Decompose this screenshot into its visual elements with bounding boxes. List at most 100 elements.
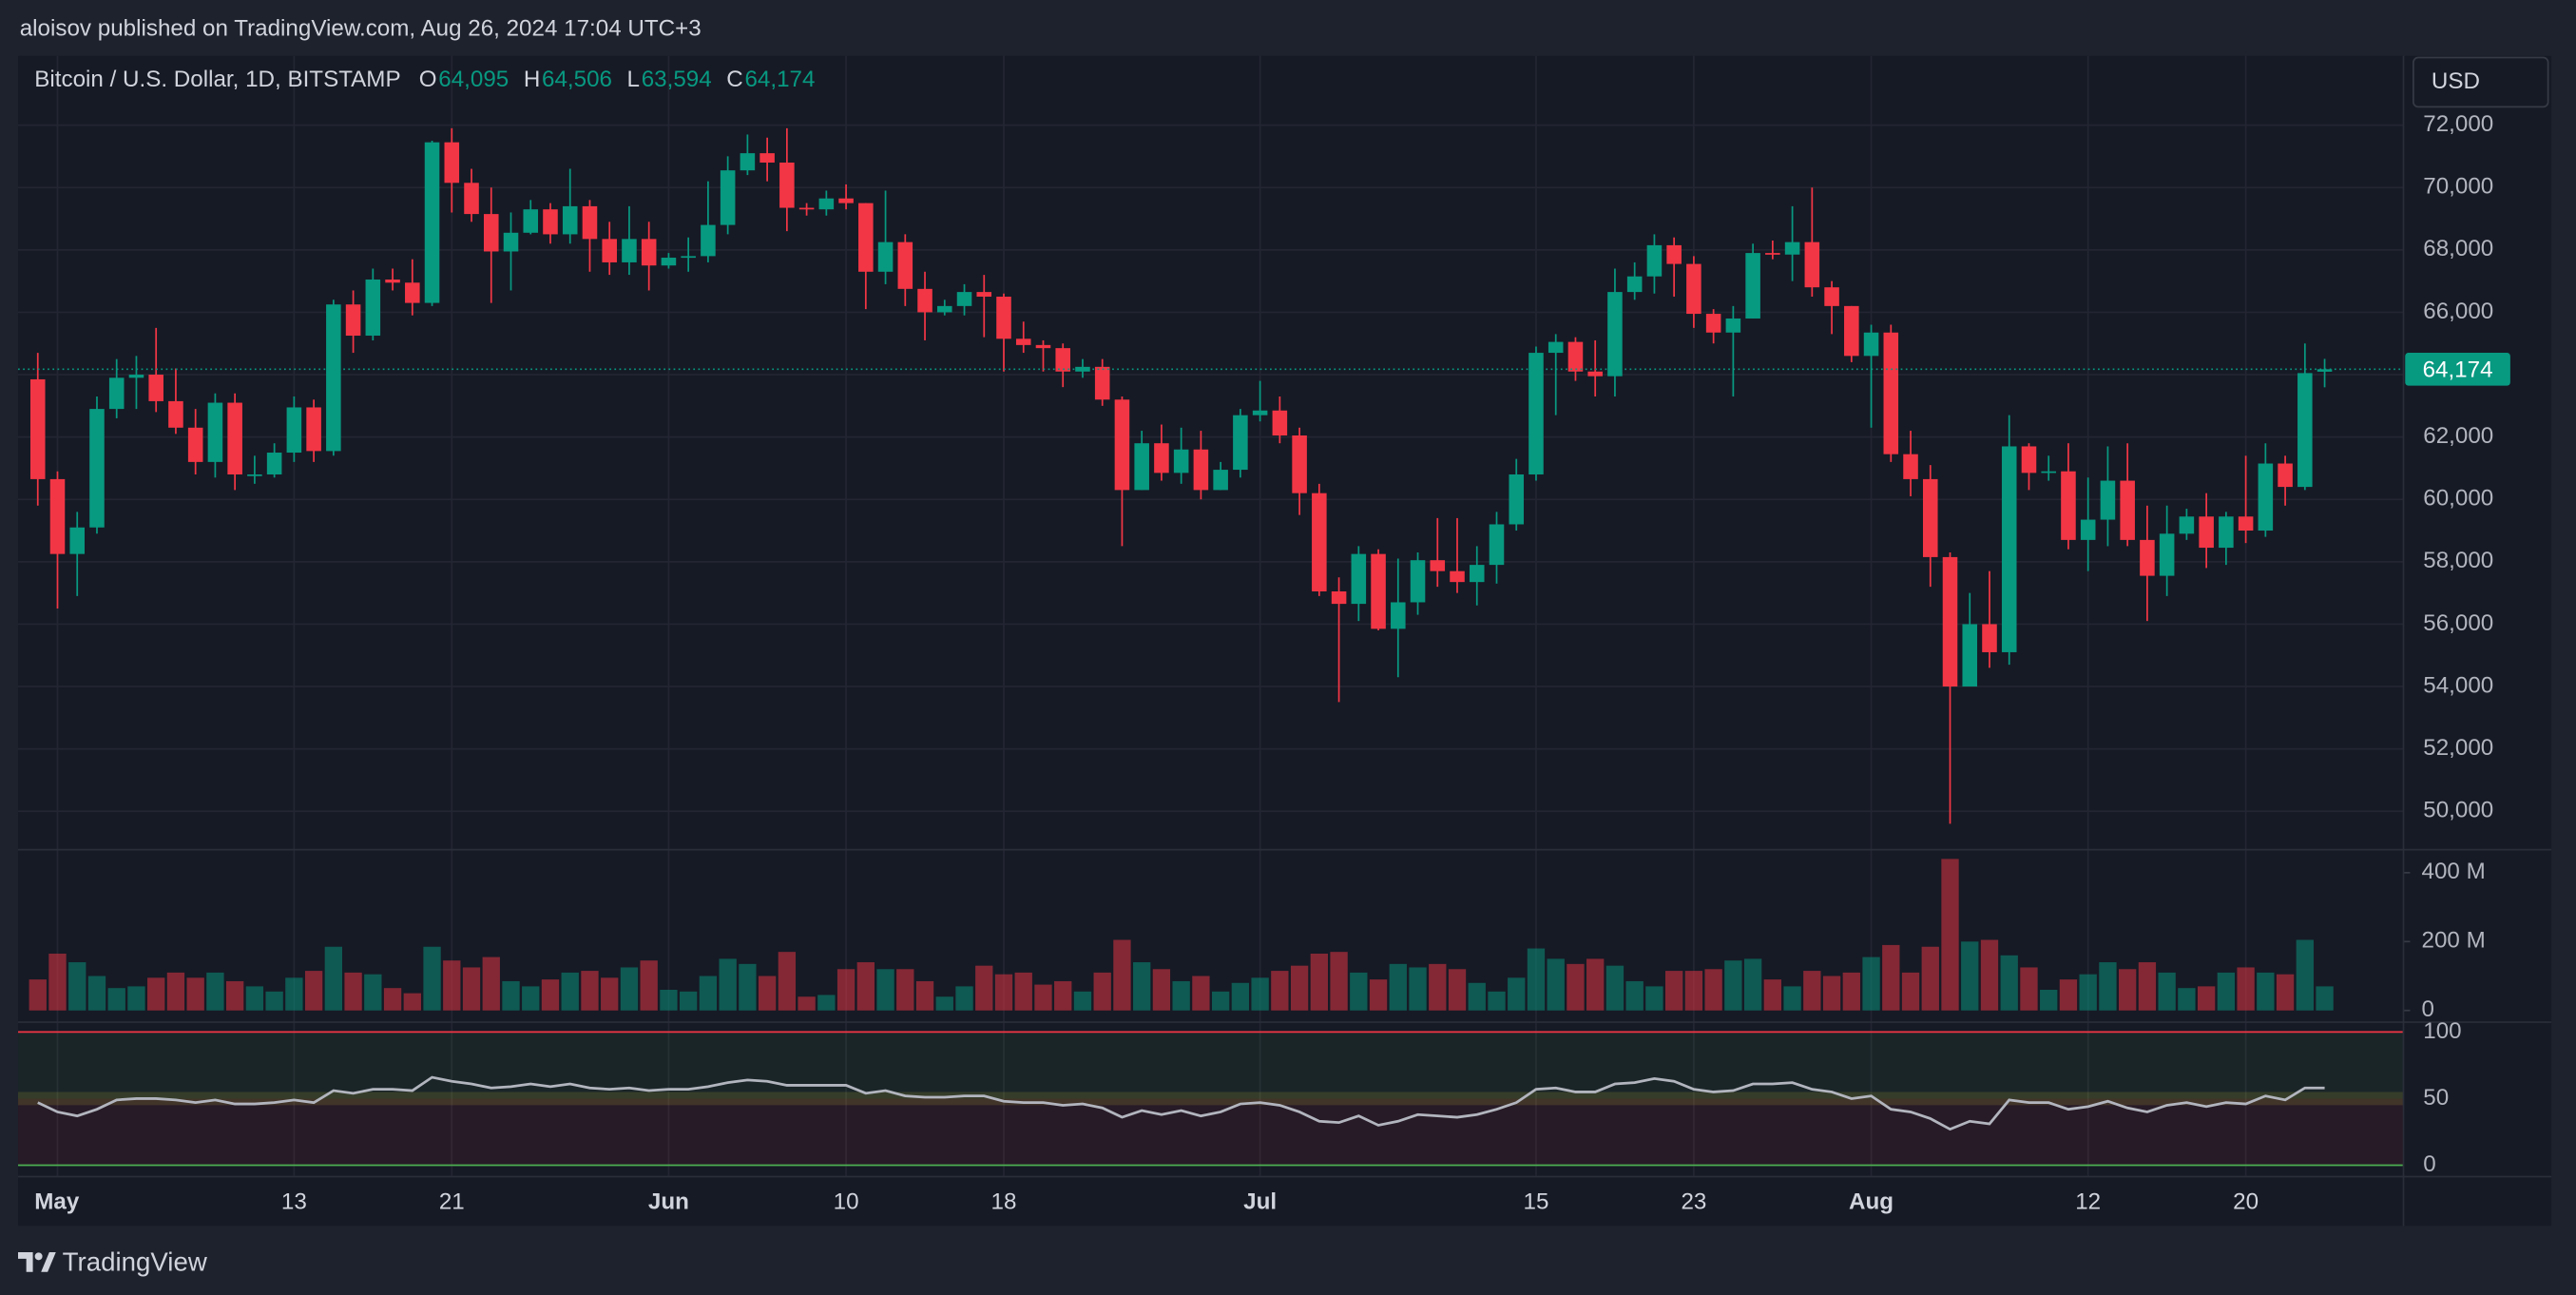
- oversold-zone: [18, 1098, 2404, 1166]
- volume-bar: [1684, 971, 1703, 1011]
- candle-body: [917, 288, 932, 313]
- volume-bar: [1547, 958, 1565, 1011]
- volume-bar: [1822, 976, 1841, 1011]
- candle-body: [759, 153, 775, 163]
- volume-bar: [601, 977, 619, 1011]
- candle-body: [1705, 314, 1721, 333]
- candle-body: [858, 203, 874, 272]
- y-tick-label: 54,000: [2423, 672, 2493, 698]
- candle-body: [2159, 533, 2175, 576]
- volume-bar: [1192, 976, 1210, 1011]
- candle-body: [582, 205, 598, 240]
- volume-bar: [1034, 984, 1052, 1011]
- candle-body: [444, 142, 460, 184]
- candle-body: [1371, 553, 1386, 629]
- volume-bar: [680, 991, 698, 1011]
- y-tick-label: 50,000: [2423, 798, 2493, 823]
- candle-body: [641, 239, 657, 266]
- volume-bar: [581, 971, 599, 1011]
- volume-bar: [1093, 972, 1111, 1011]
- candle-body: [247, 474, 262, 476]
- volume-bar: [719, 958, 737, 1011]
- x-tick-label: 15: [1524, 1189, 1549, 1215]
- chart-area: [18, 55, 2552, 1227]
- candle-body: [701, 224, 716, 257]
- oscillator-tick-label: 100: [2423, 1018, 2461, 1044]
- logo-mark: [18, 1252, 33, 1272]
- volume-bar: [1901, 972, 1920, 1011]
- currency-button[interactable]: [2413, 56, 2549, 108]
- x-tick-label: Jun: [648, 1189, 689, 1215]
- x-tick-label: May: [34, 1189, 80, 1215]
- volume-bar: [955, 986, 973, 1011]
- volume-bar: [2099, 962, 2117, 1011]
- candle-body: [286, 407, 302, 454]
- candle-body: [1114, 399, 1130, 491]
- volume-bar: [1645, 986, 1663, 1011]
- volume-bar: [462, 967, 481, 1011]
- symbol-title: Bitcoin / U.S. Dollar, 1D, BITSTAMP: [34, 67, 400, 92]
- logo-mark: [41, 1252, 56, 1272]
- volume-bar: [935, 996, 953, 1011]
- volume-bar: [443, 960, 461, 1011]
- candle-body: [543, 209, 558, 235]
- x-tick-label: 21: [439, 1189, 465, 1215]
- volume-bar: [1704, 969, 1722, 1011]
- candle-body: [2080, 519, 2096, 540]
- candle-body: [266, 453, 282, 474]
- candle-body: [49, 478, 66, 554]
- candle-body: [187, 427, 203, 462]
- y-tick-label: 60,000: [2423, 486, 2493, 512]
- volume-bar: [915, 980, 934, 1011]
- volume-bar: [1330, 952, 1348, 1011]
- candle-body: [1410, 560, 1426, 603]
- volume-bar: [2020, 967, 2038, 1011]
- volume-bar: [482, 957, 500, 1011]
- candle-body: [1351, 553, 1367, 605]
- brand-name: TradingView: [63, 1247, 208, 1276]
- currency-label[interactable]: USD: [2432, 68, 2480, 94]
- volume-bar: [1409, 967, 1427, 1011]
- volume-bar: [1251, 977, 1269, 1011]
- candle-body: [2179, 516, 2195, 534]
- candle-body: [326, 304, 341, 452]
- candle-body: [1765, 253, 1780, 255]
- last-price-label: 64,174: [2423, 357, 2493, 382]
- volume-bar: [2059, 979, 2078, 1011]
- candle-body: [2258, 463, 2274, 532]
- candle-body: [2120, 480, 2135, 540]
- volume-bar: [699, 976, 718, 1011]
- x-tick-label: 18: [991, 1189, 1017, 1215]
- candle-body: [1391, 602, 1406, 629]
- volume-bar: [2178, 988, 2196, 1011]
- volume-bar: [758, 976, 777, 1011]
- volume-bar: [836, 969, 855, 1011]
- legend-key: H: [524, 67, 540, 92]
- volume-tick-label: 0: [2422, 996, 2434, 1022]
- volume-bar: [1921, 946, 1939, 1011]
- volume-bar: [166, 972, 185, 1011]
- volume-bar: [1743, 958, 1762, 1011]
- candle-body: [1646, 244, 1663, 277]
- candle-body: [1607, 292, 1623, 377]
- volume-bar: [1310, 953, 1328, 1011]
- x-tick-label: Jul: [1243, 1189, 1277, 1215]
- volume-bar: [344, 972, 362, 1011]
- volume-bar: [1271, 971, 1289, 1011]
- candle-body: [818, 198, 835, 210]
- volume-bar: [994, 974, 1013, 1011]
- candle-body: [523, 209, 539, 233]
- volume-bar: [2257, 972, 2275, 1011]
- volume-bar: [68, 962, 87, 1011]
- candle-body: [148, 375, 163, 401]
- candle-body: [405, 282, 420, 303]
- volume-bar: [541, 979, 560, 1011]
- candle-body: [838, 198, 854, 203]
- oscillator-tick-label: 0: [2423, 1151, 2435, 1177]
- volume-bar: [1724, 960, 1742, 1011]
- candle-body: [1489, 524, 1505, 566]
- volume-tick-label: 400 M: [2422, 859, 2486, 884]
- volume-bar: [1448, 969, 1467, 1011]
- volume-bar: [778, 952, 797, 1011]
- candle-body: [1804, 242, 1820, 288]
